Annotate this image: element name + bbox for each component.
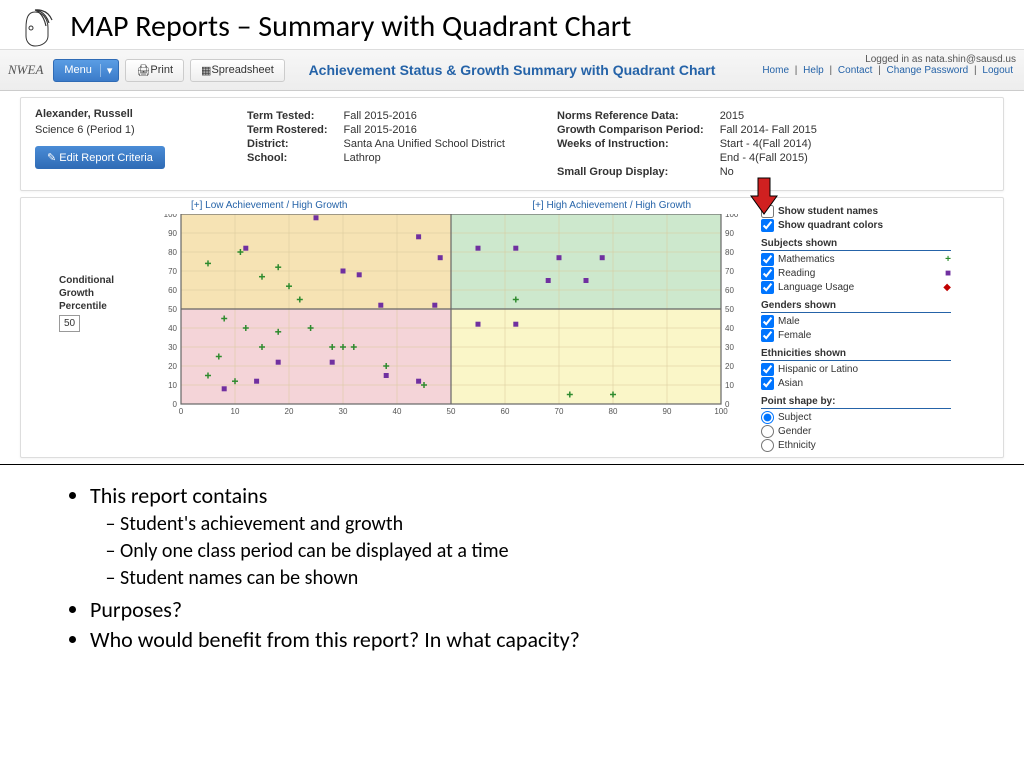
subject-label: Language Usage [778,282,939,293]
slide-bullets: This report contains Student's achieveme… [0,465,1024,653]
svg-text:30: 30 [168,343,177,352]
top-link[interactable]: Help [803,65,824,76]
svg-text:60: 60 [168,286,177,295]
app-toolbar: NWEA Menu ▾ 🖨 Print ▦ Spreadsheet Achiev… [0,49,1024,91]
svg-text:30: 30 [725,343,734,352]
svg-text:30: 30 [339,407,348,414]
svg-text:70: 70 [725,267,734,276]
logged-in-text: Logged in as nata.shin@sausd.us [759,54,1016,65]
gender-label: Female [778,330,811,341]
shape-radio[interactable] [761,425,774,438]
ethnicity-label: Hispanic or Latino [778,364,858,375]
quadrant-chart-panel: [+] Low Achievement / High Growth [+] Hi… [20,197,1004,458]
top-link[interactable]: Change Password [887,65,969,76]
subject-label: Mathematics [778,254,941,265]
print-label: Print [150,64,173,76]
svg-text:0: 0 [179,407,184,414]
svg-text:10: 10 [725,381,734,390]
svg-text:60: 60 [725,286,734,295]
sub-bullet: Student names can be shown [120,566,984,590]
chart-legend: Show student names Show quadrant colors … [761,204,951,453]
class-name: Science 6 (Period 1) [35,124,215,136]
svg-text:40: 40 [393,407,402,414]
subject-reading-checkbox[interactable] [761,267,774,280]
svg-text:20: 20 [725,362,734,371]
ethnicity-label: Asian [778,378,803,389]
spartan-logo-icon [12,6,58,55]
gender-label: Male [778,316,800,327]
svg-text:60: 60 [501,407,510,414]
quadrant-chart: [+] Low Achievement / High Growth [+] Hi… [151,204,751,414]
svg-text:20: 20 [285,407,294,414]
subjects-shown-title: Subjects shown [761,238,951,251]
svg-text:10: 10 [231,407,240,414]
show-quadrant-colors-checkbox[interactable] [761,219,774,232]
svg-text:100: 100 [725,214,739,219]
svg-text:80: 80 [609,407,618,414]
svg-text:50: 50 [725,305,734,314]
svg-text:10: 10 [168,381,177,390]
spreadsheet-label: Spreadsheet [211,64,273,76]
y-axis-label: Conditional Growth Percentile 50 [59,274,139,332]
bullet: Who would benefit from this report? In w… [90,626,984,653]
show-names-label: Show student names [778,206,878,217]
ethnicities-shown-title: Ethnicities shown [761,348,951,361]
svg-text:50: 50 [447,407,456,414]
point-shape-title: Point shape by: [761,396,951,409]
top-links: Home | Help | Contact | Change Password … [759,65,1016,76]
svg-text:20: 20 [168,362,177,371]
ethnicity-checkbox[interactable] [761,363,774,376]
genders-shown-title: Genders shown [761,300,951,313]
info-col-norms: Norms Reference Data:2015Growth Comparis… [555,108,989,180]
svg-text:90: 90 [168,229,177,238]
shape-label: Ethnicity [778,440,816,451]
quadrant-svg: 0001010102020203030304040405050506060607… [151,214,751,414]
nwea-logo: NWEA [8,62,43,78]
shape-label: Subject [778,412,811,423]
subject-lang-checkbox[interactable] [761,281,774,294]
svg-text:100: 100 [714,407,728,414]
info-col-terms: Term Tested:Fall 2015-2016Term Rostered:… [245,108,525,180]
svg-text:90: 90 [725,229,734,238]
sub-bullet: Only one class period can be displayed a… [120,539,984,563]
edit-report-criteria-button[interactable]: ✎ Edit Report Criteria [35,146,165,169]
caret-down-icon: ▾ [100,64,113,77]
svg-text:50: 50 [168,305,177,314]
svg-text:90: 90 [663,407,672,414]
show-colors-label: Show quadrant colors [778,220,883,231]
quad-label-tl: [+] Low Achievement / High Growth [191,200,347,211]
shape-radio[interactable] [761,411,774,424]
svg-text:80: 80 [168,248,177,257]
menu-label: Menu [64,64,92,76]
shape-label: Gender [778,426,811,437]
attention-arrow-icon [749,176,779,219]
slide-title: MAP Reports – Summary with Quadrant Char… [0,0,1024,49]
svg-text:70: 70 [555,407,564,414]
top-link[interactable]: Logout [982,65,1013,76]
print-button[interactable]: 🖨 Print [125,59,184,82]
bullet: This report contains Student's achieveme… [90,482,984,590]
spreadsheet-button[interactable]: ▦ Spreadsheet [190,59,285,82]
quad-label-tr: [+] High Achievement / High Growth [532,200,691,211]
teacher-name: Alexander, Russell [35,108,215,120]
top-link[interactable]: Home [762,65,789,76]
subject-label: Reading [778,268,941,279]
svg-text:40: 40 [168,324,177,333]
user-info: Logged in as nata.shin@sausd.us Home | H… [759,54,1016,76]
svg-text:80: 80 [725,248,734,257]
svg-text:0: 0 [173,400,178,409]
svg-text:40: 40 [725,324,734,333]
bullet: Purposes? [90,596,984,623]
subject-math-checkbox[interactable] [761,253,774,266]
sub-bullet: Student's achievement and growth [120,512,984,536]
report-info-panel: Alexander, Russell Science 6 (Period 1) … [20,97,1004,191]
gender-checkbox[interactable] [761,315,774,328]
ethnicity-checkbox[interactable] [761,377,774,390]
gender-checkbox[interactable] [761,329,774,342]
top-link[interactable]: Contact [838,65,872,76]
shape-radio[interactable] [761,439,774,452]
svg-text:70: 70 [168,267,177,276]
svg-text:100: 100 [164,214,178,219]
menu-button[interactable]: Menu ▾ [53,59,119,82]
